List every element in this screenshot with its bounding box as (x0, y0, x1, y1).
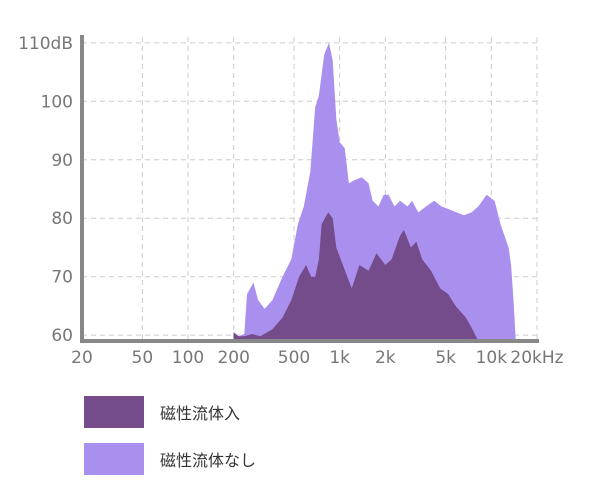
tick-labels: 20 50 100 200 500 1k 2k 5k 10k 20kHz 60 70 80 90 100 11… (18, 34, 564, 368)
y-tick-label: 60 (51, 326, 73, 346)
y-tick-label: 70 (51, 268, 73, 288)
x-tick-label: 5k (435, 348, 456, 368)
x-tick-label: 1k (329, 348, 350, 368)
series-area-with-fluid (233, 212, 479, 341)
series-area-without-fluid (233, 42, 516, 342)
y-tick-label: 100 (41, 92, 73, 112)
x-tick-label: 20kHz (510, 348, 563, 368)
y-tick-label: 110dB (18, 34, 73, 54)
legend-swatch-with-fluid (84, 396, 144, 428)
x-tick-label: 10k (476, 348, 508, 368)
legend-item-with-fluid: 磁性流体入 (84, 396, 240, 428)
y-tick-label: 80 (51, 209, 73, 229)
axes (80, 35, 539, 343)
x-tick-label: 20 (71, 348, 93, 368)
y-tick-label: 90 (51, 151, 73, 171)
x-tick-label: 500 (278, 348, 310, 368)
x-tick-label: 200 (217, 348, 249, 368)
x-tick-label: 50 (132, 348, 154, 368)
legend-label-without-fluid: 磁性流体なし (160, 451, 257, 470)
series-layer (233, 42, 516, 342)
x-tick-label: 2k (375, 348, 396, 368)
legend-label-with-fluid: 磁性流体入 (160, 404, 241, 423)
x-tick-label: 100 (172, 348, 204, 368)
legend-item-without-fluid: 磁性流体なし (84, 443, 256, 475)
legend-swatch-without-fluid (84, 443, 144, 475)
